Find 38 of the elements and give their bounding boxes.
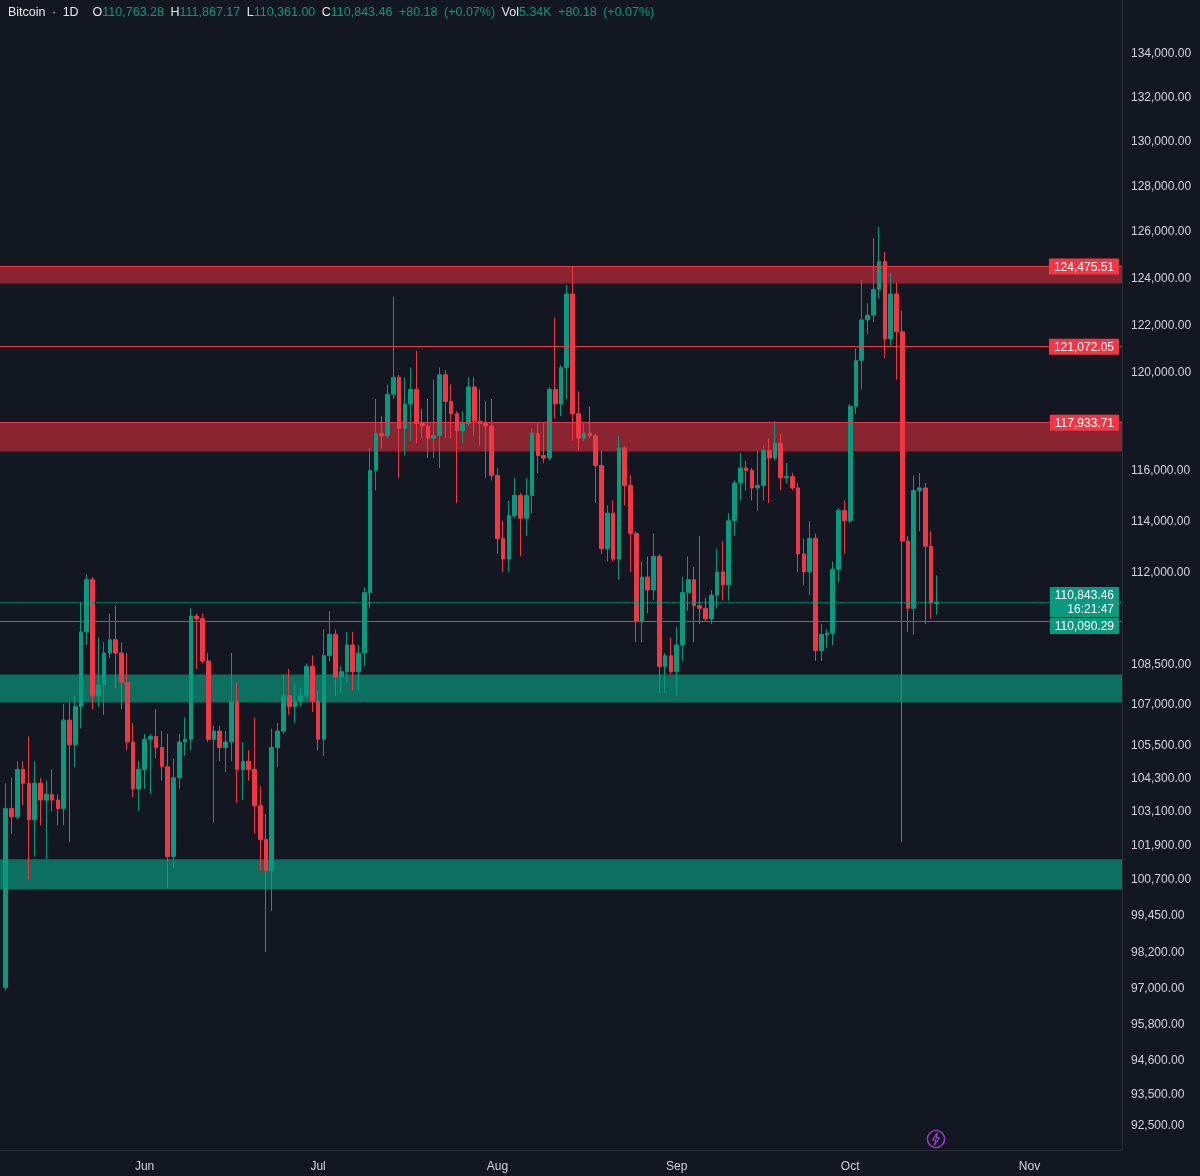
ref-line-label: 110,843.46 16:21:47 [1054, 587, 1115, 616]
y-tick-label: 126,000.00 [1131, 224, 1192, 239]
x-tick-label: Oct [840, 1159, 861, 1173]
y-tick-label: 122,000.00 [1131, 317, 1192, 332]
y-tick-label: 120,000.00 [1131, 365, 1192, 380]
y-tick-label: 124,000.00 [1131, 270, 1192, 285]
y-tick-label: 95,800.00 [1131, 1016, 1185, 1031]
y-tick-label: 107,000.00 [1131, 696, 1192, 711]
x-tick-label: Aug [486, 1159, 509, 1173]
x-tick-label: Jun [134, 1159, 155, 1173]
y-tick-label: 128,000.00 [1131, 178, 1192, 193]
y-tick-label: 134,000.00 [1131, 46, 1192, 61]
y-tick-label: 92,500.00 [1131, 1117, 1185, 1132]
y-tick-label: 132,000.00 [1131, 89, 1192, 104]
y-tick-label: 99,450.00 [1131, 908, 1185, 923]
y-tick-label: 114,000.00 [1131, 513, 1191, 528]
y-tick-label: 108,500.00 [1131, 656, 1192, 671]
ref-line-label: 121,072.05 [1053, 339, 1115, 354]
y-tick-label: 93,500.00 [1131, 1086, 1185, 1101]
y-tick-label: 101,900.00 [1131, 838, 1192, 853]
ref-line-label: 124,475.51 [1053, 259, 1115, 274]
x-tick-label: Jul [310, 1159, 326, 1173]
y-tick-label: 98,200.00 [1131, 945, 1185, 960]
x-tick-label: Sep [665, 1159, 688, 1173]
text: O110,763.28 H111,867.17 L110,361.00 C110,843.46 +80.18 (+0.07%) Vol5.34K +80.18 (+0.07%) [92, 5, 655, 19]
y-tick-label: 130,000.00 [1131, 134, 1192, 149]
y-tick-label: 100,700.00 [1131, 872, 1192, 887]
y-tick-label: 104,300.00 [1131, 770, 1192, 785]
y-tick-label: 112,000.00 [1131, 564, 1191, 579]
x-tick-label: Nov [1018, 1159, 1041, 1173]
chart-title: Bitcoin · 1D [8, 5, 79, 19]
y-tick-label: 116,000.00 [1131, 463, 1191, 478]
y-tick-label: 94,600.00 [1131, 1052, 1185, 1067]
ref-line-label: 117,933.71 [1054, 415, 1115, 430]
y-tick-label: 105,500.00 [1131, 737, 1192, 752]
y-tick-label: 97,000.00 [1131, 980, 1185, 995]
ref-line-label: 110,090.29 [1054, 618, 1115, 633]
y-tick-label: 103,100.00 [1131, 804, 1192, 819]
